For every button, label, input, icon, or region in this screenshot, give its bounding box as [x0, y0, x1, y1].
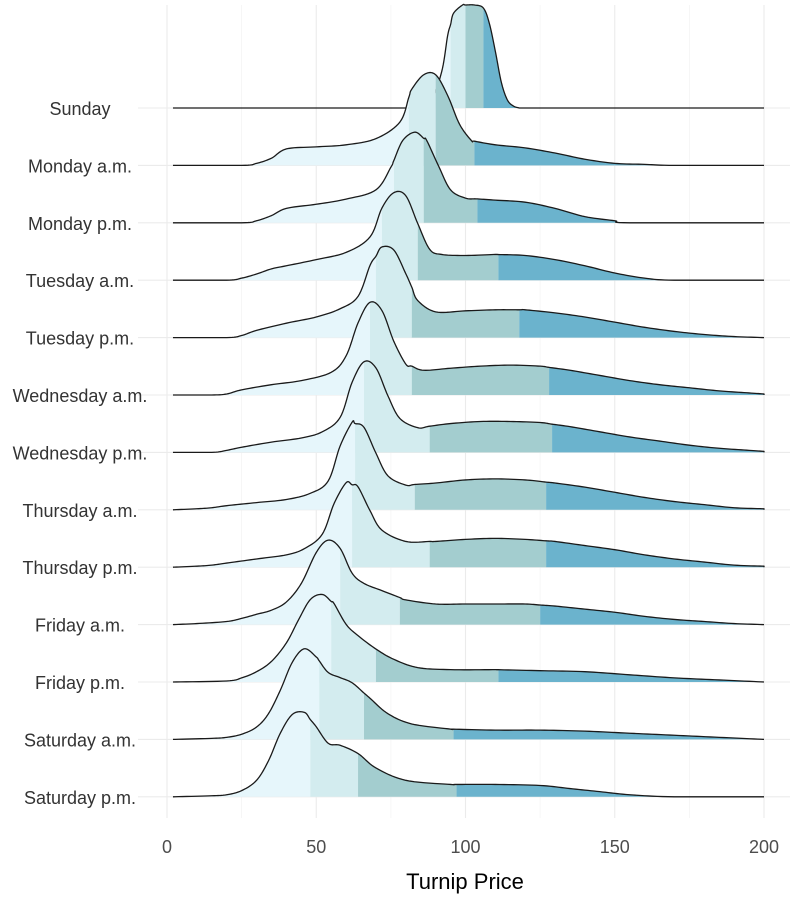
row-label: Monday a.m.	[28, 156, 132, 176]
ridge-quantile-fill-4	[498, 669, 764, 682]
ridge-quantile-fill-4	[477, 198, 764, 223]
ridge-outline	[172, 481, 765, 568]
ridge-quantile-fill-3	[399, 597, 541, 625]
ridge-outline	[172, 420, 765, 511]
ridge-quantile-fill-3	[364, 693, 454, 740]
ridge-7	[172, 420, 765, 511]
row-label: Tuesday a.m.	[26, 271, 134, 291]
x-tick-labels: 0 50 100 150 200	[162, 837, 779, 857]
ridge-9	[172, 539, 765, 626]
ridge-quantile-fill-3	[414, 478, 547, 510]
ridge-quantile-fill-4	[498, 254, 764, 281]
ridge-outline	[172, 711, 764, 798]
ridge-quantile-fill-2	[310, 719, 359, 797]
row-label: Thursday a.m.	[22, 501, 137, 521]
ridge-12	[172, 711, 764, 798]
x-tick-label: 100	[450, 837, 480, 857]
row-label: Wednesday p.m.	[13, 443, 148, 463]
ridge-11	[172, 648, 765, 741]
row-labels: Sunday Monday a.m. Monday p.m. Tuesday a.m.…	[13, 99, 148, 808]
x-axis-title: Turnip Price	[406, 869, 524, 894]
ridge-quantile-fill-4	[552, 424, 764, 453]
ridge-outline	[172, 648, 765, 741]
ridge-quantile-fill-4	[453, 729, 764, 740]
ridge-quantile-fill-2	[355, 423, 415, 510]
row-label: Thursday p.m.	[22, 558, 137, 578]
ridge-quantile-fill-3	[417, 223, 499, 281]
ridge-outline	[172, 245, 765, 339]
ridge-outline	[172, 131, 764, 224]
ridge-outline	[172, 3, 764, 109]
ridge-outline	[172, 71, 764, 167]
row-label: Tuesday p.m.	[26, 329, 134, 349]
ridge-quantile-fill-3	[429, 538, 547, 568]
x-tick-label: 200	[749, 837, 779, 857]
row-label: Saturday a.m.	[24, 730, 136, 750]
row-label: Wednesday a.m.	[13, 386, 148, 406]
ridge-quantile-fill-2	[450, 4, 466, 109]
ridge-quantile-fill-1	[172, 648, 320, 740]
ridge-quantile-fill-1	[172, 208, 382, 281]
ridge-quantile-fill-3	[465, 4, 484, 109]
ridge-quantile-fill-2	[364, 360, 430, 453]
ridges	[172, 3, 765, 798]
ridge-quantile-fill-2	[352, 484, 430, 568]
ridge-quantile-fill-3	[375, 649, 499, 682]
ridge-quantile-fill-1	[172, 711, 311, 797]
row-label: Sunday	[49, 99, 110, 119]
ridge-quantile-fill-3	[429, 421, 553, 453]
ridge-quantile-fill-2	[375, 246, 412, 338]
ridge-10	[172, 593, 765, 683]
x-tick-label: 50	[306, 837, 326, 857]
grid	[138, 5, 790, 818]
ridge-outline	[172, 593, 765, 683]
ridge-outline	[172, 539, 765, 626]
ridge-outline	[172, 360, 765, 454]
ridge-0	[172, 3, 764, 109]
ridge-quantile-fill-4	[540, 605, 764, 625]
x-tick-label: 0	[162, 837, 172, 857]
x-tick-label: 150	[600, 837, 630, 857]
ridge-quantile-fill-3	[423, 138, 478, 223]
ridge-quantile-fill-3	[411, 365, 550, 395]
ridge-outline	[172, 301, 765, 396]
row-label: Saturday p.m.	[24, 788, 136, 808]
ridge-quantile-fill-4	[546, 482, 764, 510]
ridge-quantile-fill-1	[172, 160, 394, 223]
ridge-quantile-fill-4	[456, 784, 764, 797]
ridge-quantile-fill-2	[331, 601, 376, 682]
ridge-quantile-fill-4	[474, 141, 764, 166]
row-label: Monday p.m.	[28, 214, 132, 234]
ridge-quantile-fill-3	[411, 287, 520, 338]
ridge-quantile-fill-4	[549, 367, 764, 395]
ridge-outline	[172, 190, 764, 281]
ridge-quantile-fill-4	[483, 8, 520, 109]
row-label: Friday a.m.	[35, 616, 125, 636]
row-label: Friday p.m.	[35, 673, 125, 693]
ridge-quantile-fill-1	[172, 540, 341, 625]
ridge-4	[172, 245, 765, 339]
ridge-quantile-fill-4	[546, 540, 764, 568]
ridge-quantile-fill-1	[172, 256, 376, 338]
ridge-quantile-fill-1	[172, 97, 409, 166]
ridge-quantile-fill-2	[369, 301, 412, 395]
ridge-quantile-fill-3	[435, 74, 475, 166]
ridge-quantile-fill-3	[358, 753, 457, 797]
ridge-quantile-fill-2	[319, 660, 365, 740]
ridge-2	[172, 131, 764, 224]
ridge-quantile-fill-4	[519, 309, 764, 338]
ridge-quantile-fill-1	[172, 594, 332, 682]
